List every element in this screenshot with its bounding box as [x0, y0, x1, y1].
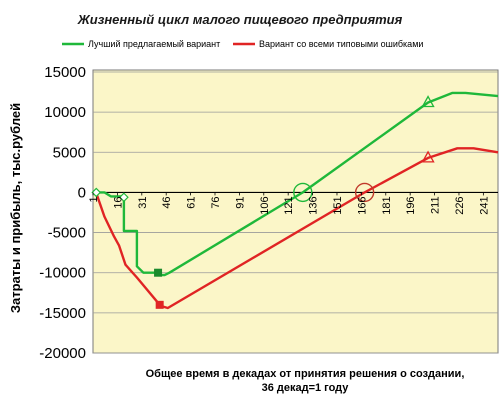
marker-triangle — [421, 150, 435, 163]
legend-label-errors: Вариант со всеми типовыми ошибками — [259, 39, 423, 49]
markers-group — [91, 95, 435, 309]
x-tick-label: 91 — [234, 196, 246, 208]
x-axis-ticks: 1 16 31 46 61 76 91 106 121 136 151 166 181 196 211 226… — [88, 192, 490, 215]
legend-label-best: Лучший предлагаемый вариант — [88, 39, 220, 49]
x-tick-label: 1 — [88, 196, 100, 202]
series-line-0 — [93, 91, 499, 277]
y-tick-label: -20000 — [39, 345, 86, 362]
x-axis-label-line1: Общее время в декадах от принятия решени… — [146, 368, 465, 380]
x-tick-label: 16 — [112, 196, 124, 208]
marker-breakeven-circle — [293, 182, 313, 203]
y-tick-label: 5000 — [53, 144, 86, 161]
x-tick-label: 76 — [210, 196, 222, 208]
marker-diamond — [119, 192, 129, 203]
x-tick-label: 151 — [332, 196, 344, 214]
x-axis-label-line2: 36 декад=1 году — [262, 382, 350, 394]
y-axis-ticks: 15000 10000 5000 0 -5000 -10000 -15000 -20000 — [39, 64, 86, 362]
chart-title: Жизненный цикл малого пищевого предприят… — [77, 12, 403, 27]
y-tick-label: 10000 — [44, 104, 86, 121]
x-tick-label: 61 — [186, 196, 198, 208]
legend: Лучший предлагаемый вариант Вариант со в… — [62, 39, 423, 49]
marker-square — [154, 268, 163, 277]
x-tick-label: 241 — [478, 196, 490, 214]
y-tick-label: 15000 — [44, 64, 86, 81]
x-tick-label: 136 — [308, 196, 320, 214]
x-tick-label: 211 — [430, 196, 442, 214]
marker-breakeven-circle — [354, 182, 375, 203]
y-tick-label: 0 — [78, 184, 86, 201]
x-tick-label: 226 — [454, 196, 466, 214]
x-tick-label: 196 — [405, 196, 417, 214]
plot-area — [92, 69, 499, 354]
marker-diamond — [91, 187, 102, 198]
x-tick-label: 46 — [161, 196, 173, 208]
x-tick-label: 121 — [283, 196, 295, 214]
x-tick-label: 181 — [381, 196, 393, 214]
x-tick-label: 106 — [259, 196, 271, 214]
x-tick-label: 166 — [356, 196, 368, 214]
marker-square — [155, 300, 164, 309]
y-tick-label: -5000 — [48, 225, 86, 242]
marker-triangle — [421, 95, 435, 108]
y-tick-label: -10000 — [39, 265, 86, 282]
y-axis-label: Затраты и прибыль, тыс.рублей — [8, 103, 23, 313]
y-tick-label: -15000 — [39, 305, 86, 322]
x-tick-label: 31 — [137, 196, 149, 208]
